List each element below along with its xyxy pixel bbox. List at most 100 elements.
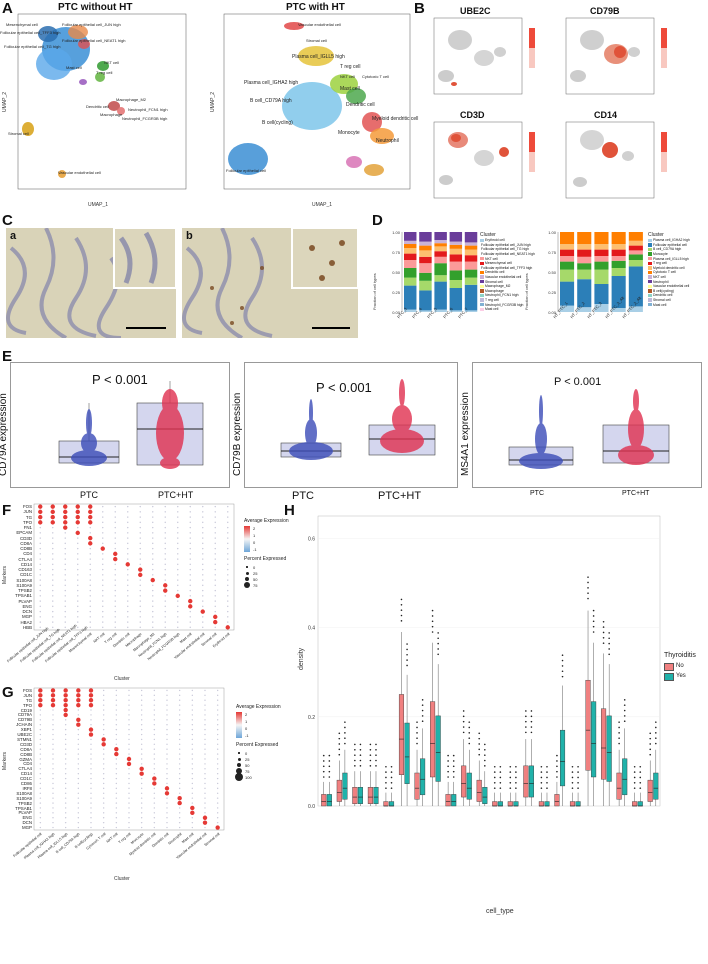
legend-label: Macrophage_M2 <box>485 284 511 289</box>
dot <box>77 743 80 746</box>
dot <box>114 568 116 571</box>
outlier-point <box>499 782 502 784</box>
panel-label-f: F <box>2 502 12 519</box>
dot <box>164 600 166 602</box>
bar-segment <box>628 266 643 307</box>
dot <box>76 717 81 723</box>
density-ylabel: density <box>298 647 305 670</box>
dot <box>227 579 229 581</box>
dot <box>102 579 104 581</box>
dot <box>139 553 141 555</box>
dot <box>227 568 229 571</box>
legend-label: Mast cell <box>485 307 499 312</box>
dot <box>152 589 154 592</box>
dot <box>216 699 219 701</box>
outlier-point <box>452 776 455 778</box>
dot <box>88 520 93 525</box>
dot <box>227 505 229 508</box>
marker-label: MGP <box>21 614 32 620</box>
dot <box>139 505 141 508</box>
dot <box>102 768 105 770</box>
dot <box>102 621 104 623</box>
box <box>637 801 643 807</box>
dotplot-g-avg-title: Average Expression <box>236 704 281 710</box>
dot <box>139 579 141 581</box>
dot <box>166 714 168 716</box>
dot <box>52 610 54 613</box>
dot <box>127 526 129 529</box>
dot <box>166 738 168 741</box>
dot <box>202 553 204 555</box>
legend-swatch <box>648 279 652 284</box>
bar-segment <box>434 240 447 244</box>
dot <box>102 589 104 592</box>
dot <box>128 738 130 741</box>
dot <box>227 563 229 566</box>
dot <box>39 792 42 794</box>
dot <box>101 737 106 742</box>
outlier-point <box>447 765 449 768</box>
legend-label: Plasma cell_IGLL5 high <box>653 256 689 261</box>
outlier-point <box>338 743 341 745</box>
dot <box>102 792 105 794</box>
dot <box>152 537 154 539</box>
dot <box>138 572 143 578</box>
outlier-point <box>649 732 652 735</box>
dot <box>102 694 105 697</box>
dot <box>38 698 43 703</box>
dot <box>166 753 168 755</box>
bar-segment <box>594 269 609 284</box>
box <box>554 794 560 807</box>
dot <box>39 724 42 726</box>
dot <box>39 787 42 790</box>
dot <box>39 547 41 550</box>
outlier-point <box>431 631 434 633</box>
bar-segment <box>464 284 478 311</box>
dot <box>52 537 54 539</box>
dot <box>150 577 155 583</box>
dotplot-g-colorbar <box>236 712 242 738</box>
dot <box>102 558 104 560</box>
outlier-point <box>525 720 527 723</box>
legend-swatch <box>648 252 652 256</box>
dot <box>204 694 206 697</box>
outlier-point <box>509 782 512 784</box>
dot <box>50 520 55 525</box>
umap-right-label-monocyte: Monocyte <box>338 130 360 136</box>
box <box>616 772 622 800</box>
dot <box>216 817 219 819</box>
pct-legend-dot <box>234 772 244 782</box>
ylabel-cd79a: CD79A expression <box>0 393 9 476</box>
dot <box>225 625 230 630</box>
dot <box>90 792 92 794</box>
legend-item: Plasma cell_IGLL5 high <box>648 256 706 261</box>
dot <box>52 600 54 602</box>
dot <box>140 792 143 794</box>
dot <box>102 595 104 597</box>
dot <box>88 541 93 546</box>
dot <box>127 516 129 518</box>
outlier-point <box>437 648 439 650</box>
dot <box>214 547 216 550</box>
dot <box>52 579 54 581</box>
outlier-point <box>608 642 610 645</box>
outlier-point <box>344 732 346 734</box>
outlier-point <box>633 771 636 773</box>
dot <box>178 689 181 692</box>
feature-title-cd14: CD14 <box>594 110 618 120</box>
outlier-point <box>338 748 341 751</box>
outlier-point <box>416 726 418 729</box>
dot <box>191 728 194 731</box>
dot <box>227 553 229 555</box>
bar-segment <box>419 232 432 242</box>
outlier-point <box>322 765 325 768</box>
marker-label: CD1C <box>20 572 32 578</box>
legend-item: Myeloid dendritic cell <box>648 266 706 271</box>
dot <box>127 505 129 508</box>
dot <box>77 748 80 750</box>
marker-label: CD3D <box>20 741 32 747</box>
outlier-point <box>390 771 393 773</box>
dot <box>216 777 219 780</box>
box <box>538 801 544 807</box>
dot <box>177 621 179 623</box>
